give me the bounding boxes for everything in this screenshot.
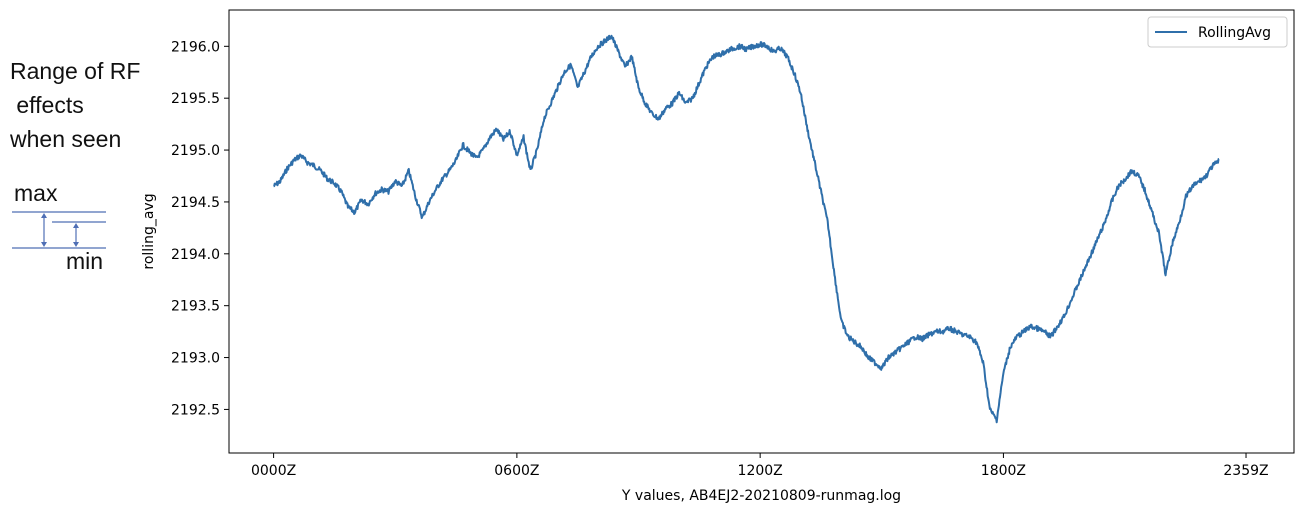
max-label: max bbox=[14, 180, 58, 206]
legend-box bbox=[1147, 16, 1288, 48]
max-range-arrow-head-bottom bbox=[41, 242, 47, 247]
series-line-rollingavg bbox=[273, 34, 1220, 424]
y-tick-label: 2194.5 bbox=[171, 195, 220, 211]
legend: RollingAvg bbox=[1147, 16, 1288, 48]
x-tick-label: 1800Z bbox=[981, 463, 1026, 479]
y-tick-label: 2192.5 bbox=[171, 402, 220, 418]
x-tick-label: 0000Z bbox=[251, 463, 296, 479]
y-axis-ticks: 2192.5 2193.0 2193.5 2194.0 2194.5 2195.0 2195… bbox=[171, 39, 229, 418]
max-range-arrow-head-top bbox=[41, 213, 47, 218]
x-axis-ticks: 0000Z 0600Z 1200Z 1800Z 2359Z bbox=[251, 453, 1269, 479]
y-tick-label: 2194.0 bbox=[171, 247, 220, 263]
y-axis-label: rolling_avg bbox=[141, 193, 157, 269]
x-tick-label: 1200Z bbox=[738, 463, 783, 479]
plot-frame bbox=[228, 9, 1295, 454]
y-tick-label: 2195.5 bbox=[171, 91, 220, 107]
y-tick-label: 2196.0 bbox=[171, 39, 220, 55]
range-annotation: Range of RF effects when seen max min bbox=[0, 0, 230, 508]
x-tick-label: 0600Z bbox=[494, 463, 539, 479]
range-diagram bbox=[12, 211, 106, 249]
series-layer bbox=[273, 34, 1220, 424]
x-axis-label: Y values, AB4EJ2-20210809-runmag.log bbox=[621, 488, 901, 504]
min-range-arrow-head-bottom bbox=[73, 242, 79, 247]
annotation-line-2: effects bbox=[10, 92, 84, 118]
legend-label-rollingavg: RollingAvg bbox=[1198, 25, 1271, 41]
annotation-line-1: Range of RF bbox=[10, 58, 141, 84]
y-tick-label: 2195.0 bbox=[171, 143, 220, 159]
y-tick-label: 2193.0 bbox=[171, 351, 220, 367]
y-tick-label: 2193.5 bbox=[171, 299, 220, 315]
annotation-line-3: when seen bbox=[10, 126, 122, 152]
min-range-arrow-head-top bbox=[73, 223, 79, 228]
x-tick-label: 2359Z bbox=[1223, 463, 1268, 479]
min-label: min bbox=[66, 248, 104, 274]
